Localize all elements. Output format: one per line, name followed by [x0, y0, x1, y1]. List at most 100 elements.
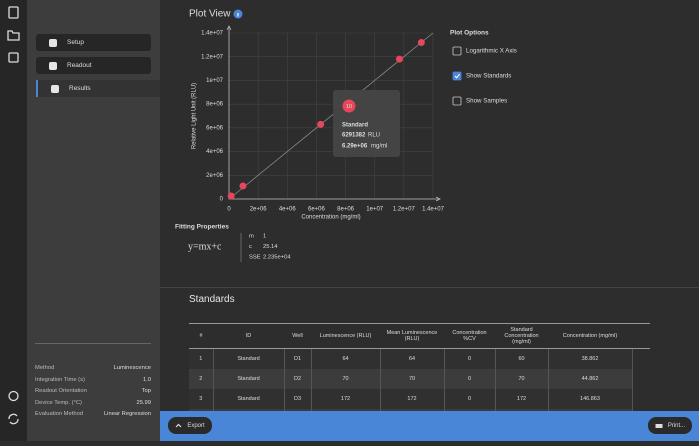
- new-file-icon[interactable]: [8, 6, 19, 19]
- save-icon[interactable]: [8, 52, 19, 63]
- x-axis-label: Concentration (mg/ml): [301, 215, 360, 221]
- x-tick-label: 8e+06: [337, 207, 355, 213]
- table-cell: 1: [189, 348, 214, 369]
- nav-icon: [49, 38, 57, 47]
- checkmark: [454, 73, 461, 79]
- column-header: #: [189, 323, 213, 349]
- nav-label: Results: [69, 85, 91, 92]
- info-label: Readout Orientation: [35, 388, 87, 394]
- tooltip-rlu: 6291382: [342, 133, 366, 139]
- nav-icon: [51, 84, 59, 93]
- table-cell: D4: [284, 409, 312, 412]
- tooltip-unit: mg/ml: [371, 144, 387, 150]
- refresh-icon[interactable]: [8, 413, 19, 425]
- data-point[interactable]: [417, 38, 425, 46]
- x-tick-label: 1.4e+07: [422, 207, 445, 213]
- table-row: 3 Standard D3 172 172 0 172 146.863: [189, 389, 650, 409]
- table-cell: 44.862: [548, 369, 633, 389]
- fitting-title: Fitting Properties: [175, 224, 229, 231]
- tooltip-conc: 6.29e+06: [342, 144, 368, 150]
- info-value: Linear Regression: [103, 411, 151, 417]
- nav-button[interactable]: Results: [36, 80, 160, 97]
- info-label: Device Temp. (°C): [35, 399, 82, 406]
- table-cell: D2: [284, 369, 312, 389]
- table-cell: 0: [444, 348, 496, 369]
- print-button[interactable]: Print...: [648, 417, 692, 434]
- column-header: Concentration %CV: [444, 323, 495, 349]
- export-button[interactable]: Export: [168, 417, 212, 434]
- info-row: Evaluation Method Linear Regression: [35, 411, 151, 417]
- data-point[interactable]: [317, 120, 325, 128]
- data-point[interactable]: [395, 55, 403, 63]
- tooltip-badge: [342, 99, 356, 113]
- checkbox[interactable]: [452, 71, 462, 81]
- checkbox-label: Show Samples: [466, 98, 507, 105]
- table-cell: Standard: [213, 348, 285, 369]
- info-value: Luminescence: [113, 365, 151, 371]
- x-tick-label: 0: [227, 207, 231, 213]
- table-cell: 0: [444, 369, 496, 389]
- button-label: Export: [187, 422, 205, 429]
- table-cell: 70: [380, 369, 445, 389]
- axis-arrow: [226, 25, 441, 202]
- table-cell: Standard: [213, 409, 285, 412]
- table-cell: Standard: [213, 389, 285, 409]
- x-tick-label: 4e+06: [279, 207, 297, 213]
- info-value: 25.99: [136, 399, 151, 406]
- table-cell: 38.862: [548, 348, 633, 369]
- table-cell: 172: [495, 389, 549, 409]
- row-spacer: [632, 389, 650, 409]
- table-cell: 64: [311, 348, 381, 369]
- info-row: Readout Orientation Top: [35, 388, 151, 394]
- y-tick-label: 6e+06: [206, 125, 224, 131]
- table-cell: 4: [189, 409, 214, 412]
- nav-button[interactable]: Readout: [36, 57, 151, 74]
- tooltip-name: Standard: [342, 123, 368, 129]
- param-value: 1: [263, 234, 266, 240]
- nav-icon: [49, 61, 57, 70]
- equation: y=mx+c: [188, 241, 222, 252]
- checkbox-label: Logarithmic X Axis: [466, 48, 517, 55]
- x-tick-label: 6e+06: [308, 207, 326, 213]
- info-label: Method: [35, 365, 55, 371]
- info-label: Evaluation Method: [35, 411, 84, 417]
- data-point[interactable]: [227, 192, 235, 200]
- column-header: Luminescence (RLU): [311, 323, 380, 349]
- chevron-icon: [175, 423, 182, 428]
- table-cell: 70: [311, 369, 381, 389]
- table-cell: D3: [284, 389, 312, 409]
- nav-button[interactable]: Setup: [36, 34, 151, 51]
- table-row: 2 Standard D2 70 70 0 70 44.862: [189, 369, 650, 389]
- info-row: Device Temp. (°C) 25.99: [35, 400, 151, 406]
- header-row: # ID Well Luminescence (RLU) Mean Luminescen…: [189, 323, 650, 349]
- open-folder-icon[interactable]: [7, 30, 20, 41]
- column-header: Concentration (mg/ml): [548, 323, 632, 349]
- param-label: c: [249, 244, 252, 250]
- y-tick-label: 1.2e+07: [201, 54, 224, 60]
- info-row: Method Luminescence: [35, 365, 151, 371]
- button-label: Print...: [667, 422, 686, 429]
- checkbox[interactable]: [452, 46, 462, 56]
- icons: [7, 6, 20, 425]
- options-title: Plot Options: [450, 30, 489, 37]
- table-cell: 70: [495, 369, 549, 389]
- row-spacer: [632, 369, 650, 389]
- table-cell: Standard: [213, 369, 285, 389]
- sidebar: Setup Readout Results Method Luminescence Int…: [27, 0, 160, 441]
- row-spacer: [632, 349, 650, 370]
- help-icon[interactable]: [8, 390, 19, 402]
- column-header: Mean Luminescence (RLU): [380, 323, 444, 349]
- icon-bar: [0, 0, 27, 441]
- table-row: 1 Standard D1 64 64 0 60 38.862: [189, 348, 650, 370]
- data-point[interactable]: [239, 182, 247, 190]
- plot-title: Plot View: [189, 9, 231, 20]
- table-cell: D1: [284, 348, 312, 369]
- checkbox-label: Show Standards: [466, 73, 511, 80]
- x-tick-label: 1.2e+07: [393, 207, 416, 213]
- tooltip-index: 10: [346, 104, 352, 110]
- nav-label: Setup: [67, 39, 84, 46]
- divider: [35, 343, 151, 344]
- checkbox[interactable]: [452, 96, 462, 106]
- table-cell: 670: [495, 409, 549, 412]
